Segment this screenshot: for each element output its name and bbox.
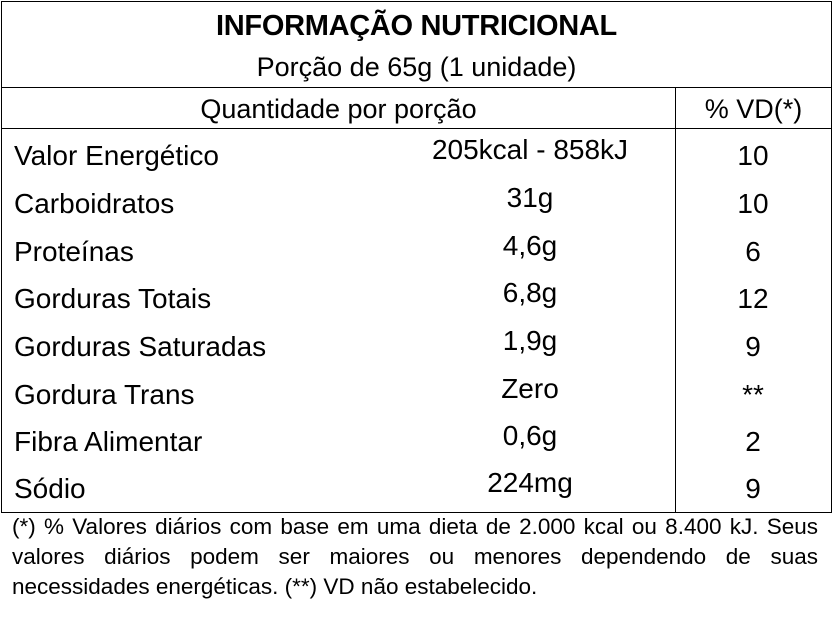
column-divider	[675, 88, 676, 512]
nutrient-vd: 6	[745, 236, 761, 267]
nutrient-name: Gorduras Saturadas	[14, 331, 267, 362]
table-row: Sódio 224mg 9	[2, 463, 831, 511]
nutrient-name: Sódio	[14, 473, 86, 504]
nutrient-name: Carboidratos	[14, 188, 175, 219]
table-row: Fibra Alimentar 0,6g 2	[2, 416, 831, 464]
table-row: Gordura Trans Zero **	[2, 369, 831, 417]
table-row: Carboidratos 31g 10	[2, 178, 831, 226]
nutrient-amount: 224mg	[487, 467, 573, 498]
nutrient-amount: 31g	[506, 182, 554, 213]
nutrient-amount: 1,9g	[502, 325, 558, 356]
nutrient-vd: 9	[745, 331, 761, 362]
header-quantity: Quantidade por porção	[200, 94, 477, 124]
nutrient-amount: 0,6g	[502, 420, 558, 451]
nutrient-amount: 4,6g	[502, 230, 558, 261]
nutrient-vd: 12	[737, 283, 769, 314]
table-row: Proteínas 4,6g 6	[2, 226, 831, 274]
nutrient-amount: Zero	[501, 373, 559, 404]
nutrient-amount: 6,8g	[502, 277, 558, 308]
footnote: (*) % Valores diários com base em uma di…	[12, 514, 818, 599]
nutrient-vd: 10	[737, 140, 769, 171]
table-row: Gorduras Saturadas 1,9g 9	[2, 321, 831, 369]
nutrient-name: Valor Energético	[14, 140, 219, 171]
nutrient-name: Gordura Trans	[14, 379, 195, 410]
nutrient-vd: 2	[745, 426, 761, 457]
portion-size: Porção de 65g (1 unidade)	[256, 52, 577, 82]
nutrient-name: Gorduras Totais	[14, 283, 212, 314]
table-row: Valor Energético 205kcal - 858kJ 10	[2, 130, 831, 178]
header-daily-value: % VD(*)	[704, 94, 803, 124]
nutrient-vd: 10	[737, 188, 769, 219]
nutrient-amount: 205kcal - 858kJ	[431, 134, 629, 165]
nutrient-vd: 9	[745, 473, 761, 504]
nutrition-facts-table: INFORMAÇÃO NUTRICIONAL Porção de 65g (1 …	[1, 1, 832, 513]
nutrient-name: Fibra Alimentar	[14, 426, 203, 457]
divider-title	[2, 87, 831, 88]
divider-header	[2, 128, 831, 129]
table-title: INFORMAÇÃO NUTRICIONAL	[216, 10, 617, 42]
nutrient-vd: **	[742, 379, 764, 410]
table-row: Gorduras Totais 6,8g 12	[2, 273, 831, 321]
nutrient-name: Proteínas	[14, 236, 134, 267]
